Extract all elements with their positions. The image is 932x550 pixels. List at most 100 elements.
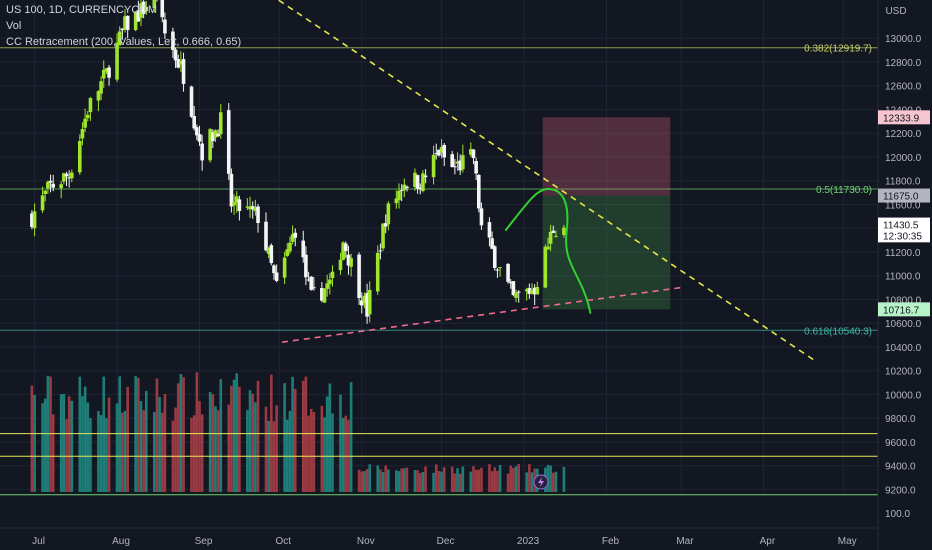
volume-bar bbox=[139, 401, 143, 492]
candle bbox=[458, 160, 462, 171]
volume-bar bbox=[67, 396, 71, 492]
candle bbox=[330, 271, 335, 279]
price-tick-label: 9800.0 bbox=[885, 414, 916, 425]
candle bbox=[208, 129, 212, 161]
volume-bar bbox=[512, 467, 515, 492]
candle bbox=[474, 161, 478, 174]
volume-bar bbox=[291, 376, 294, 492]
volume-bar bbox=[160, 412, 164, 492]
candle bbox=[290, 234, 295, 242]
volume-bar bbox=[490, 471, 494, 492]
candle bbox=[123, 16, 127, 30]
volume-bar bbox=[528, 464, 531, 492]
volume-bar bbox=[453, 473, 457, 492]
volume-bar bbox=[320, 405, 324, 492]
projection-curve[interactable] bbox=[504, 188, 592, 314]
take-profit-zone bbox=[542, 195, 671, 310]
price-tick-label: 11200.0 bbox=[885, 248, 921, 259]
candle bbox=[506, 263, 510, 282]
candle bbox=[285, 249, 290, 256]
volume-bar bbox=[256, 380, 260, 492]
lightning-icon-bolt bbox=[538, 477, 544, 487]
volume-bar bbox=[403, 468, 406, 492]
volume-bar bbox=[514, 466, 518, 492]
volume-bar bbox=[506, 473, 510, 492]
price-tick-label: 13000.0 bbox=[885, 34, 922, 45]
price-tag-bg bbox=[878, 188, 930, 203]
volume-bar bbox=[421, 471, 425, 492]
candle bbox=[144, 6, 149, 12]
volume-bar bbox=[30, 385, 34, 492]
candle bbox=[524, 289, 529, 292]
volume-bar bbox=[126, 386, 129, 492]
candle bbox=[229, 173, 234, 207]
candle bbox=[70, 172, 74, 179]
volume-bar bbox=[232, 379, 236, 492]
candle bbox=[487, 222, 492, 238]
short-position-box[interactable] bbox=[542, 117, 671, 310]
volume-bar bbox=[549, 465, 552, 492]
volume-bar bbox=[235, 373, 239, 492]
candle bbox=[442, 144, 447, 158]
volume-bar bbox=[211, 394, 215, 492]
volume-tick-label: 100.0 bbox=[885, 509, 910, 520]
volume-bar bbox=[230, 385, 233, 492]
volume-bar bbox=[307, 415, 310, 492]
candle bbox=[152, 0, 157, 9]
time-tick-label: Feb bbox=[602, 536, 620, 547]
candle bbox=[48, 180, 53, 183]
fib-level-label: 0.5(11730.0) bbox=[816, 185, 872, 196]
price-tick-label: 10200.0 bbox=[885, 367, 922, 378]
candle bbox=[211, 132, 215, 142]
candle bbox=[359, 300, 364, 306]
candle bbox=[136, 10, 141, 22]
volume-bar bbox=[145, 390, 148, 492]
candlesticks bbox=[30, 0, 566, 324]
candle bbox=[375, 252, 380, 292]
candle bbox=[176, 59, 181, 68]
trendlines[interactable] bbox=[114, 0, 815, 361]
candle bbox=[83, 118, 87, 128]
volume-bar bbox=[381, 472, 385, 492]
candle bbox=[434, 153, 439, 155]
candle bbox=[288, 242, 292, 252]
candle bbox=[171, 31, 175, 50]
volume-bar bbox=[323, 417, 326, 492]
volume-bar bbox=[70, 400, 74, 492]
volume-bar bbox=[275, 405, 278, 492]
time-tick-label: Nov bbox=[357, 536, 375, 547]
indicator-legend[interactable]: CC Retracement (200, Values, Left, 0.666… bbox=[6, 36, 242, 48]
lightning-icon[interactable] bbox=[533, 474, 549, 490]
volume-bar bbox=[488, 464, 491, 492]
candle bbox=[346, 254, 351, 266]
candle bbox=[181, 59, 186, 84]
volume-legend[interactable]: Vol bbox=[6, 20, 22, 32]
candle bbox=[554, 236, 558, 238]
volume-bar bbox=[105, 418, 108, 492]
candle bbox=[195, 127, 199, 136]
volume-bar bbox=[43, 398, 47, 492]
volume-bar bbox=[97, 410, 100, 492]
chart-grid bbox=[0, 0, 878, 492]
symbol-legend[interactable]: US 100, 1D, CURRENCYCOM bbox=[6, 4, 157, 16]
time-axis-bg bbox=[0, 528, 878, 550]
candle bbox=[301, 240, 306, 258]
candle bbox=[399, 190, 404, 192]
volume-bar bbox=[424, 466, 427, 492]
volume-bar bbox=[397, 471, 401, 492]
time-tick-label: Sep bbox=[195, 536, 213, 547]
volume-bar bbox=[357, 469, 361, 492]
volume-bar bbox=[163, 393, 167, 492]
candle bbox=[325, 283, 329, 289]
volume-bar bbox=[238, 386, 241, 492]
volume-bar bbox=[49, 376, 52, 492]
candle bbox=[51, 183, 55, 188]
candle bbox=[218, 112, 223, 135]
candle bbox=[543, 246, 548, 288]
candle bbox=[213, 130, 218, 138]
candle bbox=[423, 175, 428, 178]
price-tag: 12:30:35 bbox=[883, 231, 922, 242]
volume-bar bbox=[254, 402, 257, 492]
volume-bar bbox=[363, 471, 366, 492]
